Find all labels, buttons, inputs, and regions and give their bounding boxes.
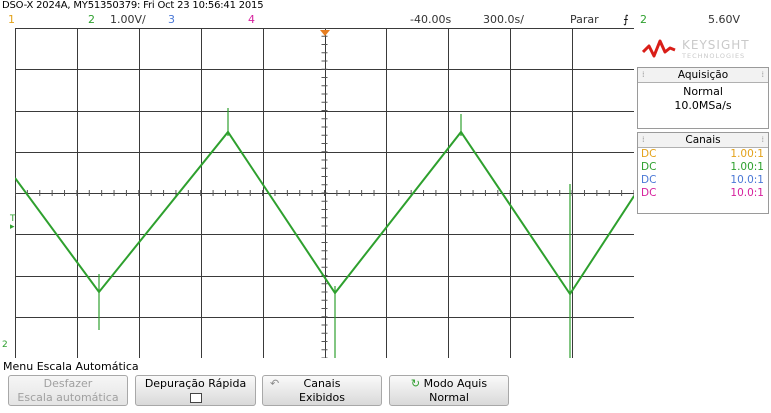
acquire-mode-button[interactable]: ↻ Modo Aquis Normal (389, 375, 509, 406)
window-title: DSO-X 2024A, MY51350379: Fri Oct 23 10:5… (2, 0, 264, 11)
trigger-edge-icon: ⨍ (623, 13, 629, 26)
rotate-arrow-icon: ↻ (410, 377, 421, 390)
softkey-3-label: Canais (303, 377, 341, 390)
waveform-display[interactable] (15, 28, 634, 358)
grip-icon: ⁞ (761, 135, 764, 144)
softkey-1-sublabel: Escala automática (17, 391, 119, 404)
softkey-4-sublabel: Normal (429, 391, 469, 404)
run-state: Parar (570, 13, 599, 26)
channel-2-indicator[interactable]: 2 (88, 13, 95, 26)
channels-panel: ⁞ Canais ⁞ DC 1.00:1 DC 1.00:1 DC 10.0:1… (637, 132, 769, 214)
fast-debug-button[interactable]: Depuração Rápida (135, 375, 256, 406)
brand-logo: KEYSIGHT TECHNOLOGIES (637, 34, 767, 64)
fast-debug-checkbox[interactable] (189, 393, 202, 403)
softkey-3-sublabel: Exibidos (299, 391, 345, 404)
trace-spikes (98, 108, 571, 358)
time-scale: 300.0s/ (483, 13, 524, 26)
channel-4-probe: 10.0:1 (730, 187, 764, 199)
brand-sub: TECHNOLOGIES (682, 52, 746, 60)
graticule-ticks (15, 28, 634, 358)
acquisition-mode: Normal (683, 85, 723, 98)
grip-icon: ⁞ (642, 135, 645, 144)
acquisition-title: Aquisição (677, 69, 729, 81)
keysight-wave-icon (642, 39, 676, 58)
undo-arrow-icon: ↶ (270, 377, 280, 390)
channel-row-1: DC 1.00:1 (638, 148, 768, 161)
channel-1-coupling: DC (641, 148, 657, 160)
channel-2-probe: 1.00:1 (730, 161, 764, 173)
channel-row-2: DC 1.00:1 (638, 161, 768, 174)
grip-icon: ⁞ (761, 70, 764, 79)
softkey-4-label: Modo Aquis (423, 377, 488, 390)
time-offset: -40.00s (410, 13, 452, 26)
brand-name: KEYSIGHT (682, 38, 750, 52)
menu-title: Menu Escala Automática (3, 360, 139, 373)
channel-3-coupling: DC (641, 174, 657, 186)
ground-marker: 2 (2, 340, 8, 350)
channel-4-coupling: DC (641, 187, 657, 199)
trigger-level: 5.60V (708, 13, 741, 26)
channel-3-indicator[interactable]: 3 (168, 13, 175, 26)
undo-autoscale-button[interactable]: Desfazer Escala automática (8, 375, 128, 406)
softkey-1-label: Desfazer (43, 377, 93, 390)
acquisition-rate: 10.0MSa/s (674, 99, 732, 112)
trigger-channel: 2 (640, 13, 647, 26)
trigger-arrow-icon: ▸ (10, 222, 15, 232)
channel-2-trace (15, 130, 634, 296)
channel-1-indicator[interactable]: 1 (8, 13, 15, 26)
trigger-level-marker: T (10, 214, 16, 224)
channels-displayed-button[interactable]: ↶ Canais Exibidos (262, 375, 382, 406)
channel-1-probe: 1.00:1 (730, 148, 764, 160)
trigger-position-marker (320, 30, 330, 36)
softkey-2-label: Depuração Rápida (144, 377, 247, 390)
channel-4-indicator[interactable]: 4 (248, 13, 255, 26)
channel-3-probe: 10.0:1 (730, 174, 764, 186)
channel-row-3: DC 10.0:1 (638, 174, 768, 187)
channel-row-4: DC 10.0:1 (638, 187, 768, 200)
channel-2-scale: 1.00V/ (110, 13, 146, 26)
acquisition-panel: ⁞ Aquisição ⁞ Normal 10.0MSa/s (637, 67, 769, 129)
channel-2-coupling: DC (641, 161, 657, 173)
grip-icon: ⁞ (642, 70, 645, 79)
channels-title: Canais (685, 134, 721, 146)
